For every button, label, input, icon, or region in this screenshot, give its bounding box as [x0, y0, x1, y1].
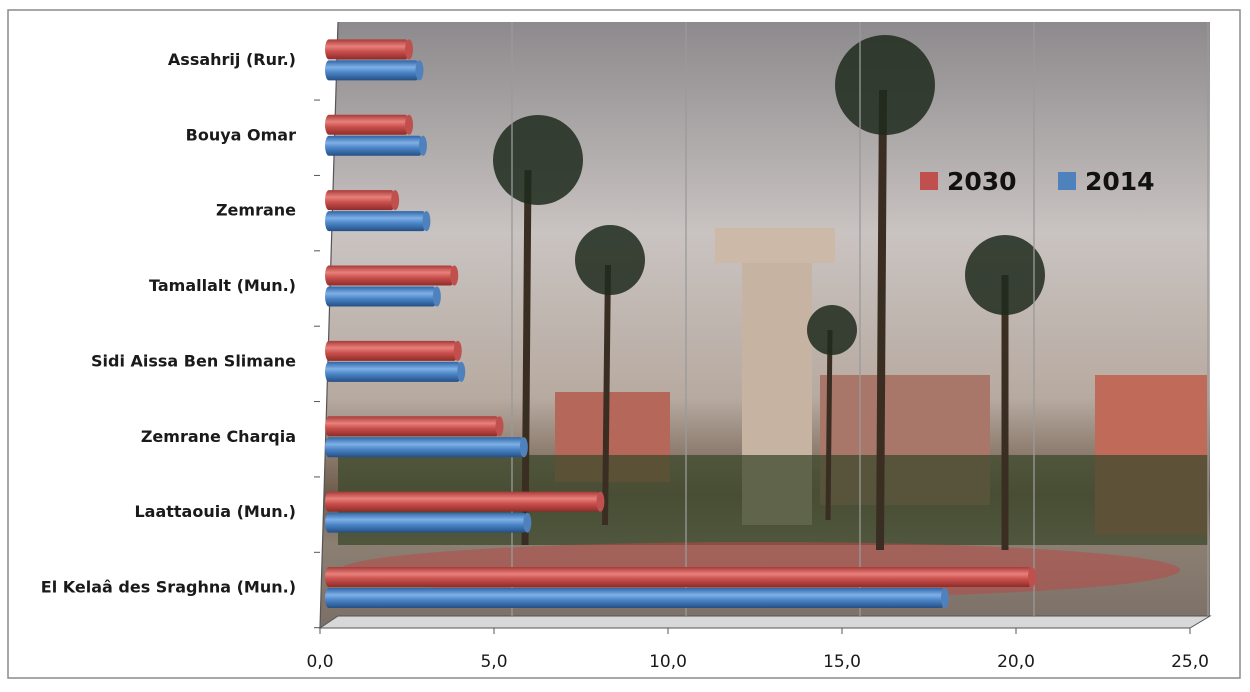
bar-group	[325, 491, 605, 512]
bar-group	[325, 340, 462, 361]
bar-cap	[432, 286, 441, 307]
bar	[325, 114, 410, 135]
bar-cap	[415, 60, 424, 81]
bar-cap	[422, 211, 431, 232]
x-tick-label: 5,0	[480, 652, 507, 672]
y-tick-label: Laattaouia (Mun.)	[134, 502, 296, 521]
bar-group	[325, 135, 427, 156]
bar	[325, 135, 423, 156]
bar-group	[325, 416, 504, 437]
background-photo	[320, 22, 1210, 628]
bar-group	[325, 286, 441, 307]
bar-cap	[405, 39, 414, 60]
bar	[325, 512, 528, 533]
legend-swatch	[920, 172, 938, 190]
bar-group	[325, 60, 424, 81]
bar-cap	[523, 512, 532, 533]
bar-group	[325, 588, 949, 608]
y-tick-label: Zemrane	[216, 201, 296, 220]
y-tick-label: Assahrij (Rur.)	[168, 50, 296, 69]
bar-group	[325, 114, 414, 135]
bar-cap	[519, 437, 528, 458]
legend: 2030 2014	[920, 167, 1155, 196]
bar-group	[325, 190, 400, 211]
bar	[325, 60, 420, 81]
bar	[325, 491, 601, 512]
bar	[325, 265, 455, 286]
bar-group	[325, 265, 459, 286]
y-tick-label: Zemrane Charqia	[141, 427, 296, 446]
bar-group	[325, 567, 1036, 587]
x-tick-label: 10,0	[649, 652, 687, 672]
bar-group	[325, 437, 528, 458]
y-tick-label: Bouya Omar	[186, 125, 296, 144]
bar-cap	[391, 190, 400, 211]
bar-cap	[1027, 567, 1036, 587]
bar	[325, 567, 1032, 587]
bar	[325, 211, 427, 232]
bar-group	[325, 39, 414, 60]
bar	[325, 190, 396, 211]
bar	[325, 588, 945, 608]
y-tick-label: Tamallalt (Mun.)	[149, 276, 296, 295]
bar-cap	[405, 114, 414, 135]
x-tick-label: 0,0	[306, 652, 333, 672]
bar-group	[325, 512, 532, 533]
bar-cap	[457, 361, 466, 382]
bar-cap	[495, 416, 504, 437]
bar	[325, 340, 458, 361]
y-tick-label: Sidi Aissa Ben Slimane	[91, 351, 296, 370]
y-tick-label: El Kelaâ des Sraghna (Mun.)	[41, 578, 296, 597]
x-tick-label: 25,0	[1171, 652, 1209, 672]
legend-label: 2014	[1085, 167, 1155, 196]
bar-cap	[596, 491, 605, 512]
bar	[325, 416, 500, 437]
bar	[325, 286, 437, 307]
bar	[325, 361, 462, 382]
floor	[318, 615, 1212, 629]
legend-label: 2030	[947, 167, 1017, 196]
x-tick-label: 20,0	[997, 652, 1035, 672]
x-tick-label: 15,0	[823, 652, 861, 672]
bar-cap	[453, 340, 462, 361]
legend-swatch	[1058, 172, 1076, 190]
bar-group	[325, 361, 466, 382]
bar-group	[325, 211, 431, 232]
bar-cap	[940, 588, 949, 608]
bar	[325, 437, 524, 458]
bar-cap	[418, 135, 427, 156]
bar	[325, 39, 410, 60]
bar-cap	[450, 265, 459, 286]
